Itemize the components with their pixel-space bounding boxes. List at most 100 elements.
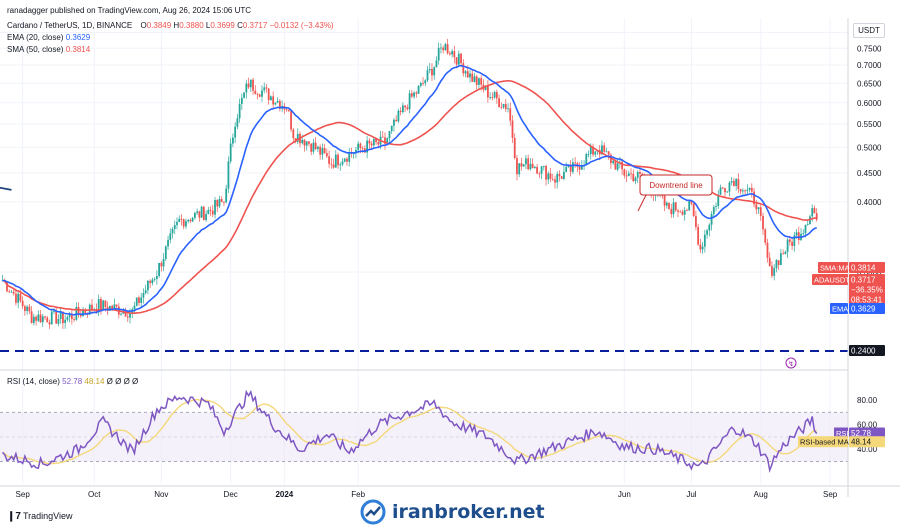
candle-body [797,232,800,240]
trend-annotations: Downtrend line ↯ [0,174,848,369]
candle-body [475,76,478,85]
candle-body [706,230,708,235]
candle-body [533,166,536,168]
candle-body [404,105,407,108]
candle-body [737,179,740,189]
candle-body [35,316,37,321]
candle-body [321,148,324,155]
candle-body [762,215,764,230]
candle-body [627,173,630,177]
candle-body [558,173,561,177]
candle-body [457,53,460,65]
candle-body [276,100,279,103]
candle-body [227,161,230,189]
rsi-ma-axis-name-bg [798,436,848,448]
candle-body [202,206,205,220]
sma-legend-label: SMA (50, close) [7,45,64,54]
sma-legend[interactable]: SMA (50, close) 0.3814 [7,45,90,54]
candle-body [692,203,695,216]
candle-body [695,215,697,227]
candle-body [802,233,805,234]
candle-body [589,146,592,154]
candle-body [346,158,348,162]
candle-body [757,207,760,210]
candle-body [319,146,322,155]
candle-body [232,137,234,144]
candle-body [290,111,292,130]
candle-body [504,104,507,110]
candle-body [451,51,454,55]
candle-body [337,154,339,166]
candle-body [408,93,411,110]
candle-body [62,311,64,324]
candle-body [779,253,782,266]
candle-body [361,147,364,149]
candle-body [48,322,51,325]
alert-icon [785,357,797,369]
candle-body [6,282,8,292]
rsi-legend[interactable]: RSI (14, close) 52.78 48.14 Ø Ø Ø Ø [7,377,138,386]
candle-body [679,211,682,213]
ema-legend-value: 0.3629 [65,33,91,42]
candle-body [305,141,308,146]
time-tick-label: Nov [154,490,168,499]
candle-body [57,319,60,324]
candle-body [750,187,753,192]
rsi-axis[interactable]: 40.00 60.00 80.00 [857,396,878,454]
candle-body [205,213,207,220]
candle-body [39,314,42,323]
candle-body [377,141,380,145]
candle-body [527,158,530,170]
candle-body [274,102,277,105]
low-label: L [205,21,211,30]
candle-body [511,120,514,138]
price-axis-tag-bg [849,274,885,307]
candle-body [547,173,550,180]
watermark-text: iranbroker.net [392,501,545,523]
candle-body [771,266,773,276]
candle-body [516,158,518,175]
candle-body [355,149,357,154]
candle-body [701,246,704,250]
candle-body [84,310,87,313]
candle-body [728,182,731,192]
price-axis-tag-countdown: 08:53:41 [851,296,883,305]
time-tick-label: Feb [351,490,365,499]
candle-body [471,73,474,82]
candle-body [209,209,212,211]
rsi-axis-name-text: RSI [836,429,849,438]
rsi-tick-label: 80.00 [857,396,878,405]
candle-body [469,73,471,78]
candle-body [12,291,15,294]
candle-body [464,71,467,74]
candle-body [113,304,116,310]
candle-body [426,70,429,81]
open-label: O [140,21,147,30]
price-tick-label: 0.7500 [857,44,882,53]
candle-body [254,90,257,94]
candles[interactable] [1,38,818,330]
candle-body [518,163,521,175]
candle-body [522,164,525,167]
candle-body [97,299,100,313]
candle-body [249,79,252,88]
rsi-lines [1,389,818,474]
ema-legend[interactable]: EMA (20, close) 0.3629 [7,33,90,42]
candle-body [560,176,563,179]
candle-body [462,63,465,74]
candle-body [310,143,313,152]
support-axis-tag-text: 0.2400 [851,347,876,356]
tradingview-logo[interactable]: ❙7 TradingView [7,511,72,522]
high-value: 0.3880 [179,21,204,30]
candle-body [375,139,377,142]
candle-body [587,153,590,155]
candle-body [256,93,259,95]
rsi-tick-label: 60.00 [857,421,878,430]
currency-button[interactable]: USDT [853,23,885,38]
candle-body [735,179,738,186]
candle-body [314,142,317,150]
candle-body [162,258,165,267]
candle-body [665,202,668,206]
time-axis[interactable]: Sep Oct Nov Dec 2024 Feb Jun Jul Aug Sep [0,485,900,499]
candle-body [357,143,360,150]
